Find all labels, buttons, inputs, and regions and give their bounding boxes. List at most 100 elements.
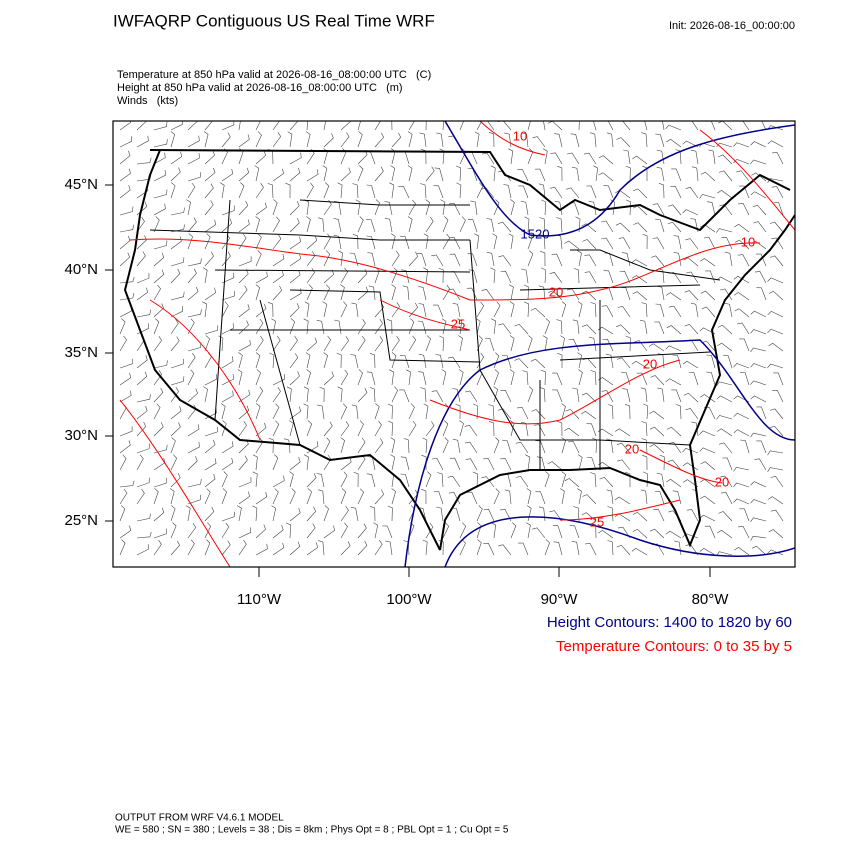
wind-barb (683, 257, 699, 267)
wind-barb (442, 437, 449, 454)
wind-barb (422, 437, 428, 454)
wind-barb (560, 488, 565, 505)
wind-barb (434, 167, 444, 182)
wind-barb (654, 321, 665, 335)
wind-barb (425, 335, 431, 352)
wind-barb (255, 422, 267, 437)
wind-barb (534, 168, 546, 182)
wind-barb (649, 528, 665, 539)
wind-barb (272, 454, 279, 471)
coastline (123, 149, 795, 551)
wind-barb (357, 420, 364, 437)
wind-barb (391, 302, 400, 318)
wind-barb (119, 454, 127, 471)
wind-barb (719, 475, 733, 488)
wind-barb (255, 543, 268, 556)
wind-barb (306, 284, 313, 301)
wind-barb (510, 199, 515, 216)
wind-barb (650, 375, 665, 386)
wind-barb (634, 340, 648, 352)
wind-barb (488, 404, 495, 420)
wind-barb (772, 152, 784, 165)
wind-barb (374, 199, 380, 216)
wind-barb (187, 441, 200, 454)
wind-barb (369, 353, 376, 369)
wind-barb (498, 544, 512, 556)
wind-barb (616, 324, 631, 335)
wind-barb (633, 222, 648, 233)
lon-label: 110°W (237, 591, 282, 608)
wind-barb (255, 202, 267, 216)
wind-barb (625, 199, 632, 216)
wind-barb (366, 184, 376, 199)
contour-label: 20 (643, 356, 657, 371)
wind-barb (272, 216, 280, 233)
wind-barb (340, 421, 350, 437)
wind-barb (153, 303, 164, 318)
wind-barb (584, 152, 597, 165)
wind-barb (498, 323, 512, 335)
wind-barb (170, 454, 178, 471)
wind-barb (487, 121, 495, 131)
wind-barb (170, 437, 176, 454)
wind-barb (267, 183, 274, 199)
wind-barb (119, 505, 126, 522)
wind-barb (238, 304, 250, 318)
wind-barb (734, 223, 750, 233)
wind-barb (306, 268, 315, 284)
wind-barb (665, 345, 682, 352)
wind-barb (734, 239, 750, 250)
wind-barb (323, 121, 326, 131)
wind-barb (767, 125, 784, 131)
wind-barb (497, 221, 512, 233)
wind-barb (699, 548, 716, 556)
wind-barb (323, 371, 334, 386)
wind-barb (756, 406, 767, 420)
wind-barb (221, 441, 234, 454)
wind-barb (518, 542, 529, 556)
contour-label: 25 (451, 316, 465, 331)
wind-barb (750, 535, 767, 541)
wind-barb (289, 269, 301, 284)
wind-barb (170, 522, 177, 539)
wind-barb (221, 205, 235, 216)
wind-barb (119, 235, 131, 250)
wind-barb (355, 199, 361, 216)
wind-barb (289, 353, 299, 369)
wind-barb (526, 522, 531, 539)
wind-barb (490, 267, 496, 284)
wind-barb (238, 285, 248, 301)
wind-barb (187, 286, 199, 301)
wind-barb (767, 178, 784, 183)
field-label: Winds (kts) (117, 95, 178, 107)
wind-barb (607, 506, 614, 522)
wind-barb (187, 217, 197, 233)
wind-barb (617, 357, 631, 369)
wind-barb (719, 442, 733, 454)
temperature-contour (119, 121, 795, 567)
wind-barb (204, 251, 214, 267)
wind-barb (488, 421, 495, 437)
wind-barb (187, 388, 198, 403)
wind-barb (739, 508, 750, 522)
wind-barb (467, 253, 478, 267)
wind-barb (572, 387, 580, 403)
wind-barb (238, 389, 251, 403)
wind-barb (323, 133, 334, 148)
wind-barb (391, 386, 399, 403)
wind-barb (136, 544, 149, 556)
wind-barb (357, 540, 368, 556)
wind-barb (221, 471, 228, 488)
wind-barb (767, 277, 784, 284)
wind-barb (136, 454, 144, 471)
wind-barb (742, 121, 750, 131)
wind-barb (750, 432, 767, 438)
wind-barb (170, 387, 179, 403)
wind-barb (584, 254, 597, 267)
wind-barb (272, 168, 284, 182)
wind-barb (616, 121, 631, 131)
wind-barb (484, 338, 495, 352)
wind-barb (753, 221, 767, 233)
wind-barb (255, 491, 268, 505)
wind-barb (690, 218, 699, 233)
